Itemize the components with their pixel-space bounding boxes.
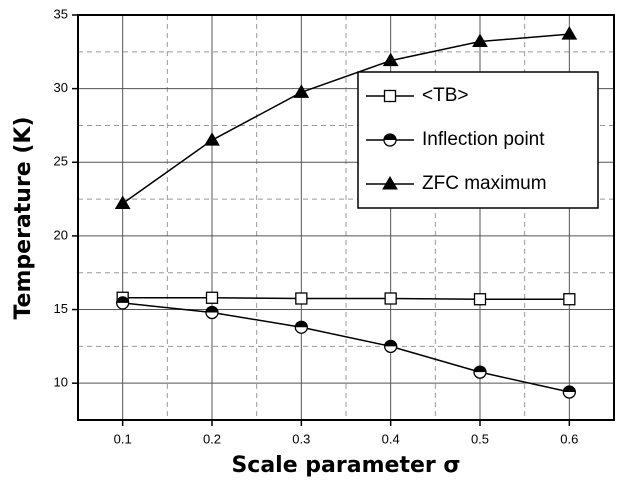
marker — [562, 385, 576, 399]
y-tick-label: 35 — [54, 6, 68, 21]
marker — [561, 26, 578, 40]
marker-shape — [295, 321, 308, 328]
x-tick-label: 0.2 — [203, 431, 221, 446]
marker — [293, 84, 310, 98]
marker-shape — [114, 195, 131, 210]
y-tick-label: 15 — [54, 301, 68, 316]
marker-shape — [295, 292, 308, 305]
marker-shape — [474, 366, 486, 373]
marker-shape — [563, 293, 576, 306]
series-line — [122, 297, 570, 300]
marker-shape — [382, 52, 399, 67]
marker — [473, 293, 487, 306]
marker-shape — [472, 33, 488, 48]
x-tick-label: 0.4 — [382, 431, 400, 446]
x-tick-label: 0.3 — [292, 431, 310, 446]
marker — [382, 176, 398, 190]
marker — [384, 339, 398, 354]
marker-shape — [563, 386, 576, 393]
legend-label: Inflection point — [422, 129, 545, 150]
marker — [204, 132, 220, 146]
marker-shape — [116, 296, 129, 303]
marker — [384, 292, 397, 305]
marker — [114, 195, 131, 210]
marker-shape — [561, 26, 578, 40]
x-tick-label: 0.1 — [114, 431, 132, 446]
marker-shape — [382, 176, 398, 190]
marker-shape — [473, 293, 487, 306]
x-tick-label: 0.5 — [471, 431, 489, 446]
marker-shape — [293, 84, 310, 98]
marker — [383, 89, 397, 103]
marker — [563, 293, 576, 306]
marker-shape — [384, 134, 396, 140]
plot-frame — [77, 14, 615, 421]
marker — [382, 52, 399, 67]
marker — [383, 133, 397, 147]
marker — [295, 292, 308, 305]
x-tick-label: 0.6 — [560, 431, 578, 446]
y-tick-label: 20 — [54, 227, 68, 242]
marker — [472, 33, 488, 48]
x-axis-title: Scale parameter σ — [231, 453, 460, 478]
marker-shape — [384, 292, 397, 305]
series-line — [122, 302, 570, 393]
legend-label: ZFC maximum — [422, 173, 547, 194]
marker-shape — [383, 89, 397, 103]
marker — [294, 320, 308, 334]
marker — [116, 296, 130, 310]
y-tick-label: 30 — [54, 80, 68, 95]
y-tick-label: 25 — [54, 154, 68, 169]
series-line — [122, 33, 570, 205]
legend-label: <TB> — [422, 85, 468, 106]
marker-shape — [204, 132, 220, 146]
y-axis-title: Temperature (K) — [11, 116, 36, 319]
marker-shape — [205, 291, 219, 304]
marker-shape — [206, 306, 218, 313]
marker — [205, 291, 219, 304]
marker — [473, 365, 487, 379]
y-tick-label: 10 — [54, 375, 68, 390]
marker-shape — [384, 340, 397, 347]
marker — [205, 305, 219, 320]
